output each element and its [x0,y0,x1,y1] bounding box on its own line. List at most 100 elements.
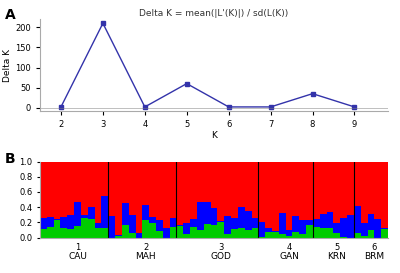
Bar [156,219,163,231]
Bar [190,162,197,219]
Bar [381,229,388,238]
Bar [272,231,279,232]
Bar [306,225,313,238]
Bar [156,162,163,219]
Bar [190,219,197,227]
Bar [122,203,129,225]
Bar [320,162,326,214]
Bar [354,206,361,233]
Bar [381,228,388,229]
Bar [40,162,47,218]
Bar [313,227,320,238]
Bar [129,233,136,238]
Text: CAU: CAU [68,252,87,261]
Text: 3: 3 [218,243,224,252]
Bar [40,229,47,238]
Bar [47,217,54,227]
Bar [313,162,320,218]
Text: MAH: MAH [136,252,156,261]
Y-axis label: Delta K: Delta K [4,49,12,82]
Bar [265,229,272,232]
Bar [136,162,142,233]
Text: 1: 1 [75,243,80,252]
Bar [326,212,334,228]
Bar [74,162,81,202]
Bar [115,162,122,235]
X-axis label: K: K [211,130,217,140]
Bar [279,213,286,234]
Bar [292,162,299,216]
Bar [122,225,129,238]
Bar [252,162,258,218]
Bar [252,218,258,228]
Bar [197,202,204,230]
Bar [231,218,238,229]
Bar [231,229,238,238]
Bar [340,162,347,218]
Bar [299,220,306,234]
Bar [149,162,156,217]
Bar [176,226,183,238]
Text: KRN: KRN [327,252,346,261]
Bar [115,235,122,236]
Bar [210,225,218,238]
Bar [334,162,340,223]
Bar [245,162,252,211]
Bar [108,216,115,238]
Bar [197,230,204,238]
Bar [163,228,170,238]
Bar [340,218,347,237]
Bar [258,162,265,222]
Bar [183,162,190,223]
Bar [176,162,183,225]
Bar [67,215,74,229]
Bar [190,227,197,238]
Bar [122,162,129,203]
Bar [170,218,176,227]
Bar [115,236,122,238]
Bar [354,233,361,238]
Bar [231,162,238,218]
Text: 2: 2 [143,243,148,252]
Bar [176,225,183,226]
Bar [361,223,368,236]
Text: 5: 5 [334,243,340,252]
Bar [142,162,149,205]
Bar [149,217,156,223]
Text: B: B [5,152,16,166]
Bar [368,230,374,238]
Bar [381,162,388,228]
Bar [156,231,163,238]
Bar [54,219,60,238]
Bar [334,223,340,233]
Bar [81,215,88,218]
Bar [238,228,245,238]
Bar [252,228,258,238]
Bar [279,234,286,238]
Bar [88,219,94,238]
Bar [142,220,149,238]
Bar [81,218,88,238]
Bar [40,218,47,229]
Bar [108,162,115,216]
Bar [361,236,368,238]
Text: 4: 4 [286,243,292,252]
Bar [347,162,354,215]
Title: Delta K = mean(|L'(K)|) / sd(L(K)): Delta K = mean(|L'(K)|) / sd(L(K)) [139,9,289,18]
Bar [60,229,67,238]
Bar [286,162,292,230]
Bar [54,162,60,219]
Bar [94,228,102,238]
Bar [88,207,94,219]
Bar [258,222,265,237]
Bar [326,162,334,212]
Bar [374,162,381,219]
Bar [129,215,136,233]
Bar [81,162,88,215]
Bar [102,162,108,196]
Bar [67,229,74,238]
Bar [320,228,326,238]
Bar [224,234,231,238]
Bar [197,162,204,202]
Bar [224,162,231,216]
